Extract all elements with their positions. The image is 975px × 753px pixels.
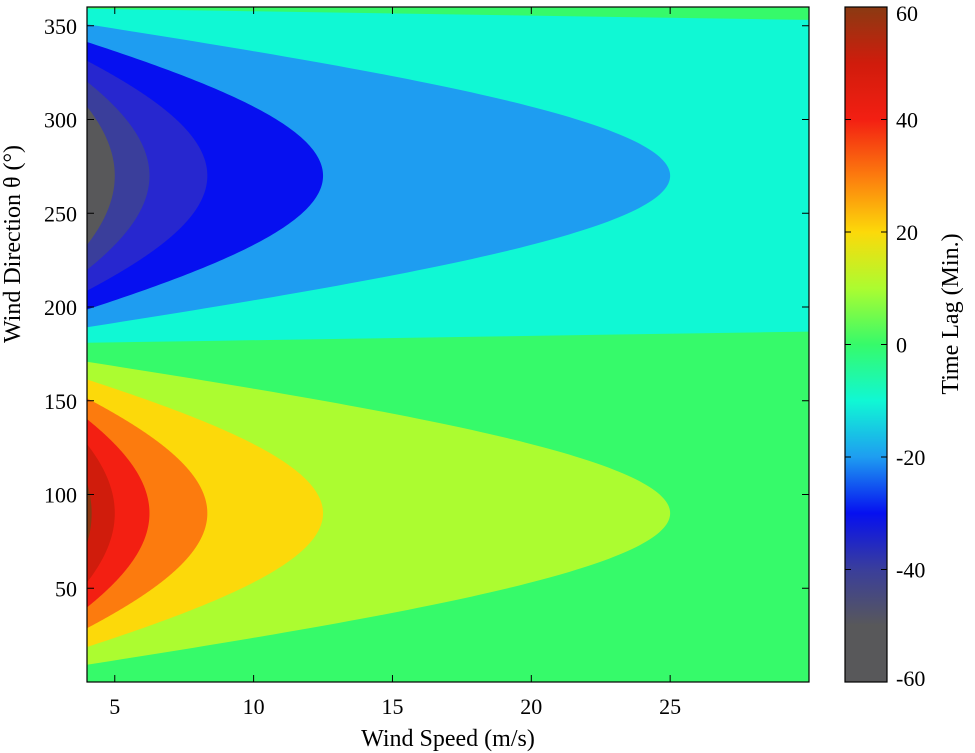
colorbar-tick-label: -20 bbox=[896, 445, 925, 470]
x-axis-ticks: 5 10 15 20 25 bbox=[109, 7, 681, 719]
contour-band-pos-40 bbox=[87, 419, 150, 608]
plot-frame bbox=[86, 6, 810, 683]
colorbar-tick-label: -40 bbox=[896, 558, 925, 583]
x-tick-label: 25 bbox=[659, 694, 681, 719]
colorbar-tick-label: 40 bbox=[896, 108, 918, 133]
y-tick-label: 350 bbox=[44, 14, 77, 39]
x-tick-label: 15 bbox=[381, 694, 403, 719]
y-tick-label: 300 bbox=[44, 108, 77, 133]
x-axis-label: Wind Speed (m/s) bbox=[361, 726, 535, 752]
colorbar-gradient bbox=[845, 7, 887, 682]
x-tick-label: 20 bbox=[520, 694, 542, 719]
contour-band-neg-50 bbox=[87, 106, 115, 245]
colorbar-ticks: -60 -40 -20 0 20 40 60 bbox=[845, 1, 925, 691]
y-tick-label: 200 bbox=[44, 295, 77, 320]
contour-band-pos-60 bbox=[87, 482, 92, 544]
y-axis-ticks: 50 100 150 200 250 300 350 bbox=[44, 14, 809, 601]
colorbar: -60 -40 -20 0 20 40 60 bbox=[844, 1, 925, 691]
y-tick-label: 100 bbox=[44, 483, 77, 508]
y-tick-label: 250 bbox=[44, 201, 77, 226]
y-tick-label: 50 bbox=[55, 576, 77, 601]
colorbar-tick-label: 0 bbox=[896, 333, 907, 358]
contour-band-pos-50 bbox=[87, 444, 115, 583]
colorbar-label: Time Lag (Min.) bbox=[938, 233, 964, 394]
x-tick-label: 5 bbox=[109, 694, 120, 719]
y-tick-label: 150 bbox=[44, 389, 77, 414]
colorbar-tick-label: 20 bbox=[896, 220, 918, 245]
x-tick-label: 10 bbox=[243, 694, 265, 719]
contour-bands bbox=[87, 7, 809, 682]
colorbar-tick-label: -60 bbox=[896, 666, 925, 691]
colorbar-tick-label: 60 bbox=[896, 1, 918, 26]
y-axis-label: Wind Direction θ (°) bbox=[0, 145, 26, 343]
plot-area bbox=[87, 7, 809, 682]
contour-band-neg-40 bbox=[87, 81, 150, 270]
